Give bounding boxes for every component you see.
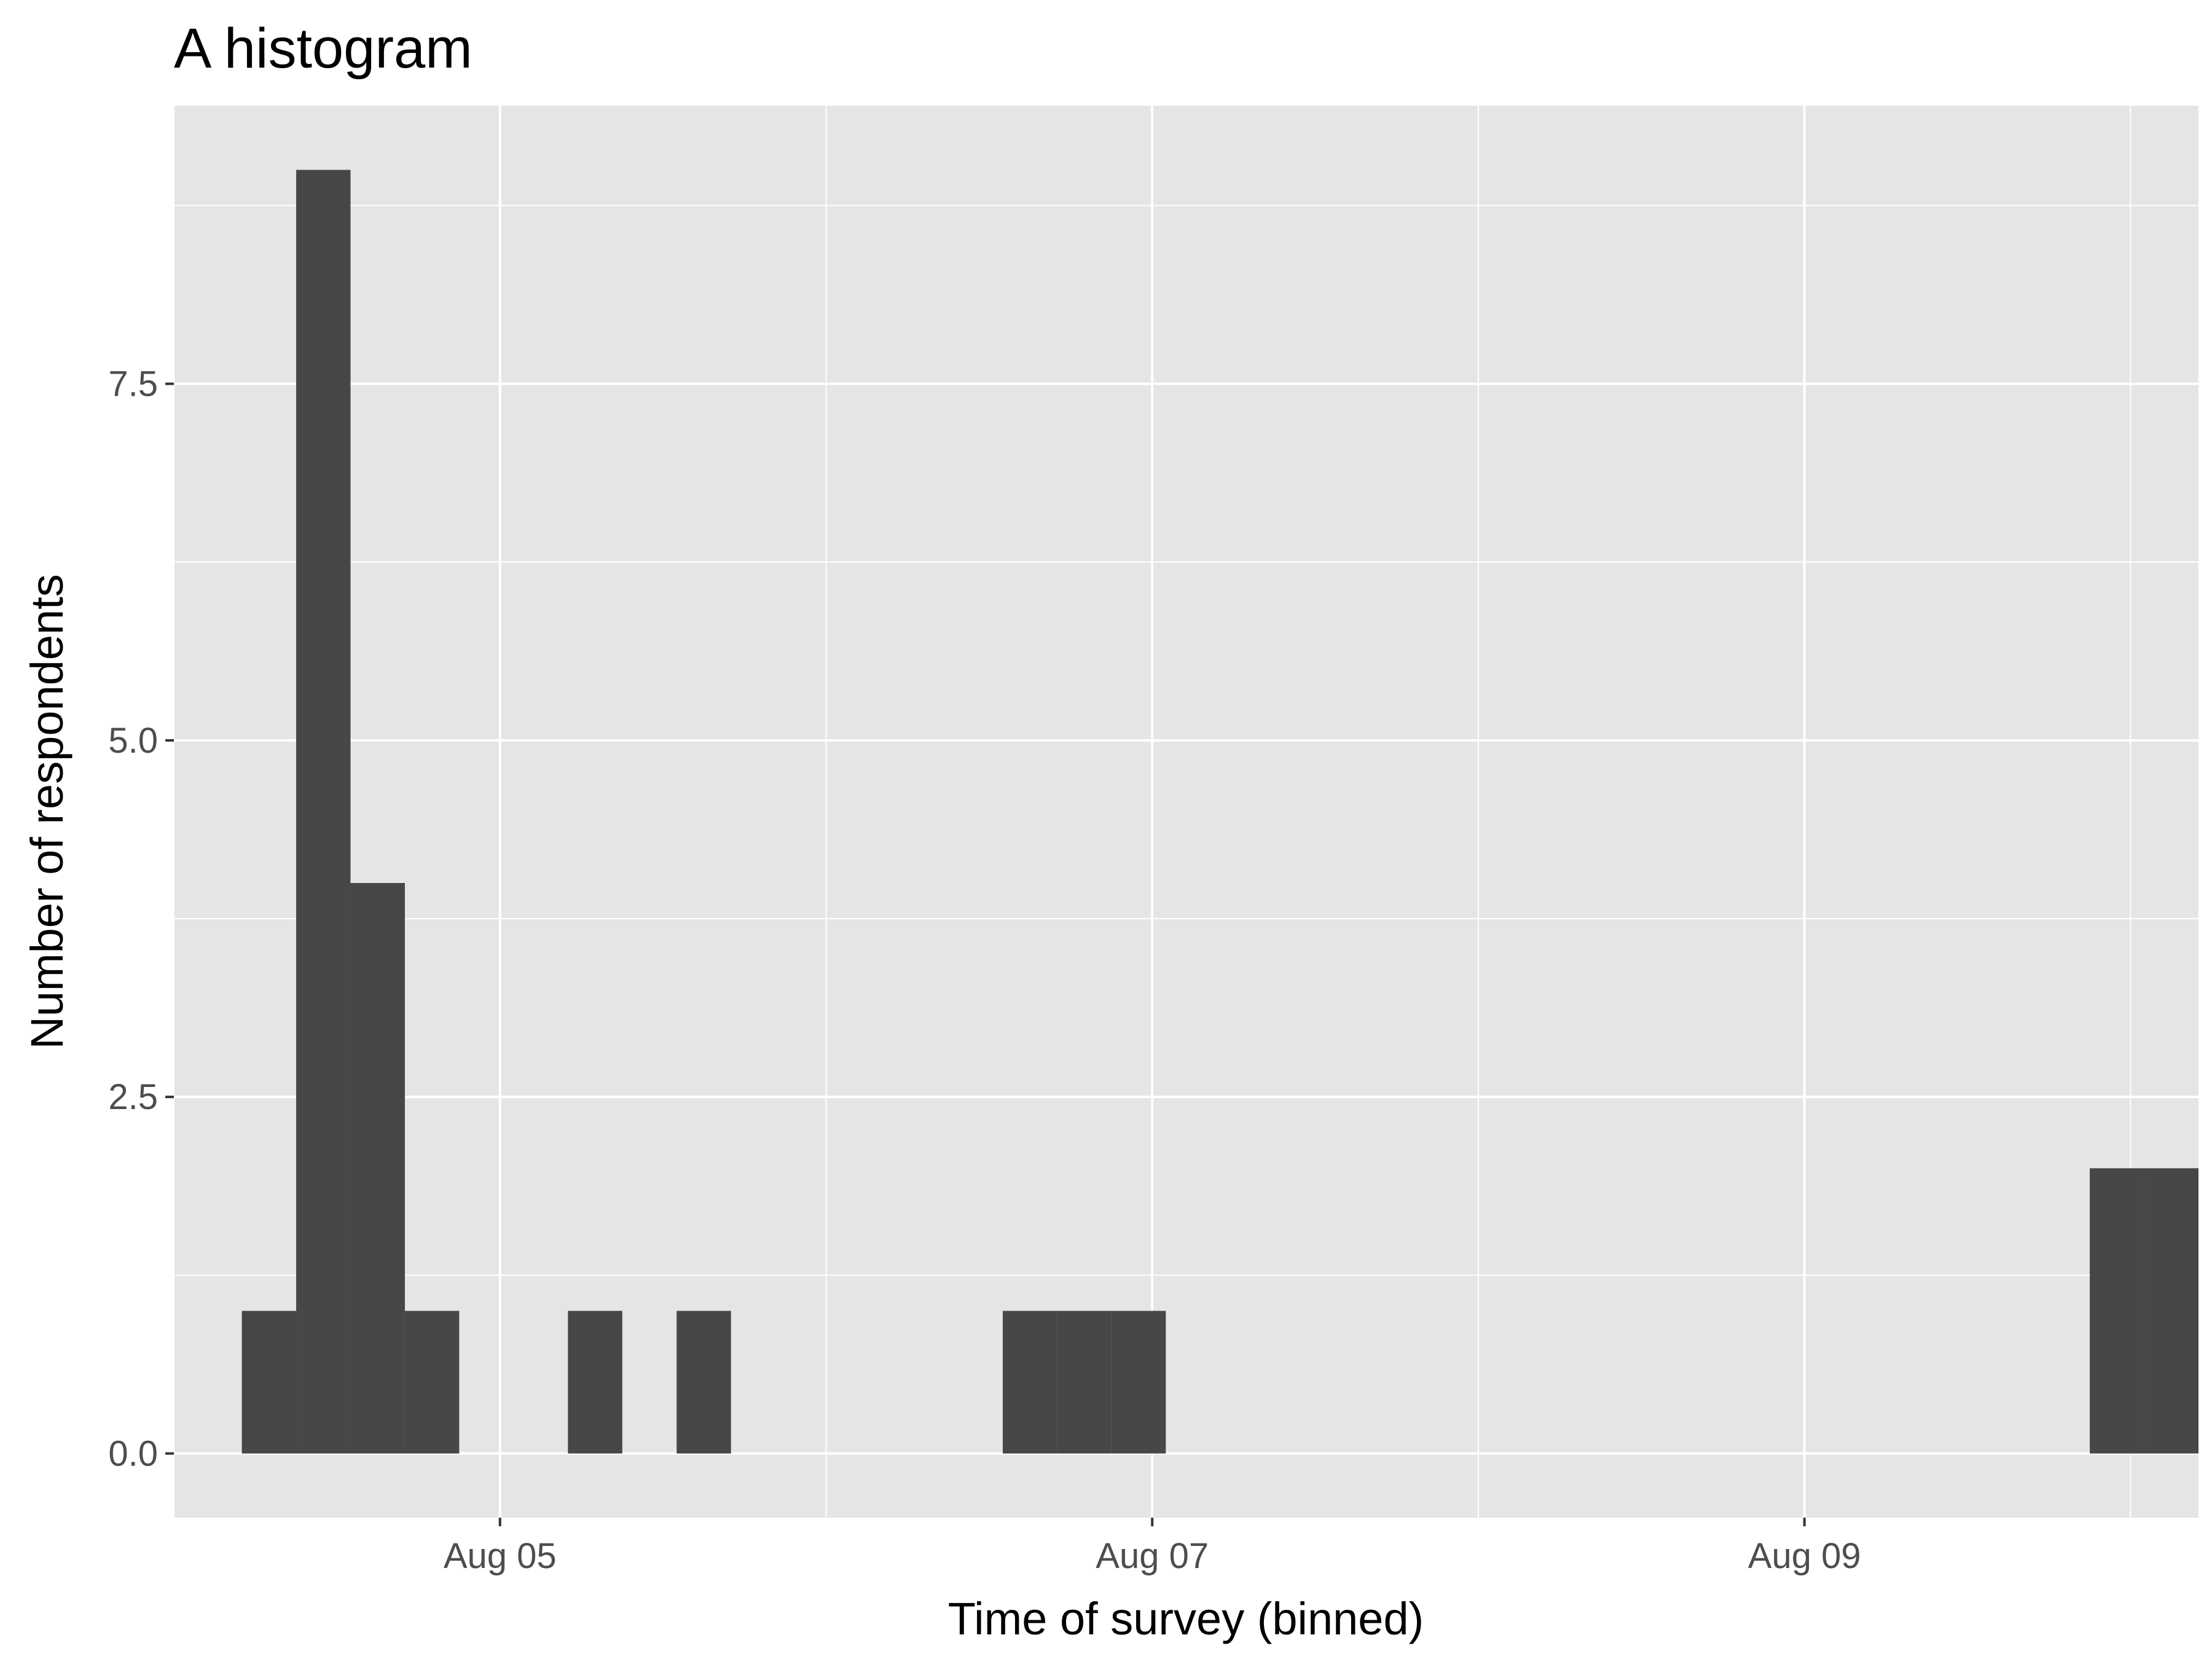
- x-axis: Aug 05 Aug 07 Aug 09: [444, 1518, 1861, 1576]
- histogram-bar: [568, 1311, 622, 1454]
- histogram-bar: [1057, 1311, 1112, 1454]
- histogram-bars: [241, 170, 2198, 1454]
- x-tick-label: Aug 09: [1748, 1536, 1861, 1576]
- x-axis-title: Time of survey (binned): [948, 1593, 1424, 1644]
- y-axis: 0.0 2.5 5.0 7.5: [108, 364, 174, 1474]
- histogram-bar: [2144, 1168, 2198, 1454]
- histogram-bar: [1002, 1311, 1057, 1454]
- histogram-bar: [404, 1311, 460, 1454]
- y-tick-label: 7.5: [108, 364, 158, 404]
- y-axis-title: Number of respondents: [22, 574, 73, 1049]
- histogram-bar: [1111, 1311, 1166, 1454]
- histogram-bar: [296, 170, 351, 1454]
- x-tick-label: Aug 05: [444, 1536, 557, 1576]
- histogram-bar: [2090, 1168, 2144, 1454]
- histogram-bar: [677, 1311, 731, 1454]
- chart-title: A histogram: [174, 17, 473, 80]
- major-gridlines: [174, 106, 2198, 1518]
- x-tick-label: Aug 07: [1096, 1536, 1209, 1576]
- histogram-bar: [350, 883, 405, 1454]
- y-tick-label: 5.0: [108, 721, 158, 761]
- plot-panel: [174, 106, 2198, 1518]
- y-tick-label: 0.0: [108, 1434, 158, 1474]
- histogram-bar: [241, 1311, 297, 1454]
- y-tick-label: 2.5: [108, 1077, 158, 1117]
- minor-gridlines: [173, 106, 2198, 1518]
